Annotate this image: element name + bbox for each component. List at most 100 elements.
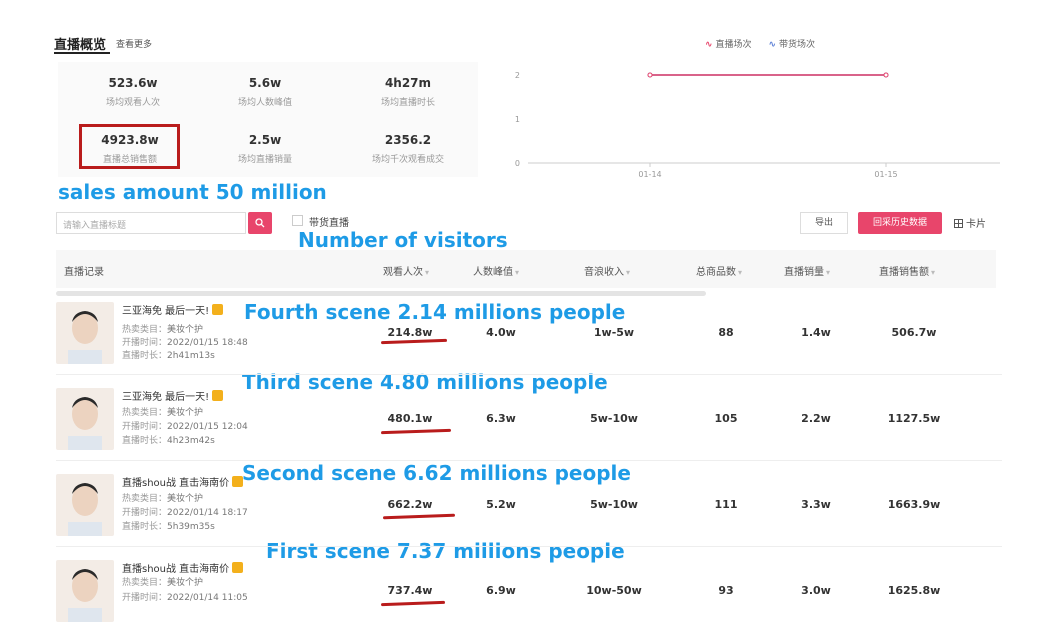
category-line: 热卖类目：美妆个护 [122, 325, 204, 335]
live-commerce-checkbox[interactable] [292, 215, 303, 226]
chart-x-ticks: 01-14 01-15 [638, 163, 898, 179]
x-tick-label: 01-15 [874, 170, 897, 179]
live-title[interactable]: 三亚海免 最后一天! [122, 388, 224, 403]
trend-chart: 0 1 2 01-14 01-15 [515, 71, 1000, 179]
cell-products: 88 [718, 326, 734, 339]
col-sales[interactable]: 直播销量 ▾ [784, 267, 831, 278]
export-button[interactable]: 导出 [800, 212, 848, 234]
live-title[interactable]: 直播shou战 直击海南价 [122, 560, 244, 575]
search-button[interactable] [248, 212, 272, 234]
stat-value: 5.6w [248, 76, 282, 90]
cell-views: 214.8w [387, 326, 433, 339]
x-tick-label: 01-14 [638, 170, 661, 179]
chart-y-ticks: 0 1 2 [515, 71, 520, 168]
table-row[interactable]: 直播shou战 直击海南价 热卖类目：美妆个护 开播时间：2022/01/14 … [56, 474, 1002, 544]
category-line: 热卖类目：美妆个护 [122, 408, 204, 418]
col-record: 直播记录 [64, 267, 104, 278]
stat-gpm: 2356.2 场均千次观看成交 [348, 133, 468, 165]
avatar [56, 388, 114, 450]
cell-views: 662.2w [387, 498, 433, 511]
live-title[interactable]: 直播shou战 直击海南价 [122, 474, 244, 489]
cell-peak: 6.3w [486, 412, 516, 425]
stat-value: 4h27m [384, 76, 432, 90]
col-products[interactable]: 总商品数 ▾ [696, 267, 743, 278]
avatar [56, 560, 114, 622]
stat-label: 场均人数峰值 [237, 98, 292, 108]
table-row[interactable]: 直播shou战 直击海南价 热卖类目：美妆个护 开播时间：2022/01/14 … [56, 560, 1002, 630]
stats-panel [58, 62, 478, 177]
stat-avg-duration: 4h27m 场均直播时长 [348, 76, 468, 108]
cell-revenue: 1663.9w [887, 498, 941, 511]
search-input[interactable]: 请输入直播标题 [56, 212, 246, 234]
y-tick-label: 2 [515, 71, 520, 80]
history-data-button[interactable]: 回采历史数据 [858, 212, 942, 234]
col-revenue[interactable]: 直播销售额 ▾ [879, 267, 936, 278]
legend-item[interactable]: ∿ 直播场次 [705, 37, 752, 50]
chart-series [647, 72, 889, 78]
legend-item[interactable]: ∿ 带货场次 [768, 37, 815, 50]
cell-sales: 2.2w [801, 412, 831, 425]
category-line: 热卖类目：美妆个护 [122, 494, 204, 504]
cell-revenue: 1127.5w [887, 412, 941, 425]
page-title: 直播概览 [54, 38, 107, 53]
table-row[interactable]: 三亚海免 最后一天! 热卖类目：美妆个护 开播时间：2022/01/15 12:… [56, 388, 1002, 458]
stat-label: 场均直播销量 [237, 155, 292, 165]
avatar [56, 302, 114, 364]
sort-icon: ▾ [425, 268, 430, 277]
cell-products: 105 [714, 412, 738, 425]
stat-value: 2356.2 [384, 133, 432, 147]
annotation-second: Second scene 6.62 millions people [242, 461, 631, 485]
cell-products: 111 [714, 498, 738, 511]
category-line: 热卖类目：美妆个护 [122, 578, 204, 588]
grid-icon [954, 219, 963, 228]
sort-icon: ▾ [738, 268, 743, 277]
sort-icon: ▾ [931, 268, 936, 277]
start-time-line: 开播时间：2022/01/15 12:04 [122, 422, 248, 432]
card-view-toggle[interactable]: 卡片 [954, 215, 986, 230]
col-income[interactable]: 音浪收入 ▾ [584, 267, 631, 278]
stat-value: 4923.8w [101, 133, 159, 147]
wave-icon: ∿ [768, 40, 776, 50]
cell-income: 5w-10w [590, 498, 638, 511]
annotation-first: First scene 7.37 millions people [266, 539, 625, 563]
stat-label: 场均观看人次 [105, 98, 160, 108]
legend-label: 带货场次 [778, 40, 815, 50]
live-title[interactable]: 三亚海免 最后一天! [122, 302, 224, 317]
cell-peak: 4.0w [486, 326, 516, 339]
cell-products: 93 [718, 584, 734, 597]
badge-icon [212, 390, 224, 401]
stat-avg-views: 523.6w 场均观看人次 [73, 76, 193, 108]
duration-line: 直播时长：4h23m42s [122, 436, 215, 446]
legend-label: 直播场次 [715, 40, 752, 50]
stat-avg-volume: 2.5w 场均直播销量 [205, 133, 325, 165]
badge-icon [212, 304, 224, 315]
col-views[interactable]: 观看人次 ▾ [383, 267, 430, 278]
data-point [883, 72, 889, 78]
sort-icon: ▾ [515, 268, 520, 277]
badge-icon [232, 476, 244, 487]
start-time-line: 开播时间：2022/01/14 18:17 [122, 508, 248, 518]
title-underline [54, 52, 110, 54]
wave-icon: ∿ [705, 40, 713, 50]
table-row[interactable]: 三亚海免 最后一天! 热卖类目：美妆个护 开播时间：2022/01/15 18:… [56, 302, 1002, 372]
search-icon [255, 218, 265, 228]
duration-line: 直播时长：2h41m13s [122, 351, 215, 361]
annotation-sales: sales amount 50 million [58, 180, 327, 204]
annotation-visitors: Number of visitors [298, 228, 508, 252]
stat-avg-peak: 5.6w 场均人数峰值 [205, 76, 325, 108]
col-peak[interactable]: 人数峰值 ▾ [473, 267, 520, 278]
cell-sales: 1.4w [801, 326, 831, 339]
cell-income: 10w-50w [586, 584, 642, 597]
cell-income: 1w-5w [593, 326, 635, 339]
checkbox-label: 带货直播 [309, 218, 349, 229]
row-divider [56, 460, 1002, 461]
stat-label: 直播总销售额 [102, 155, 157, 165]
stat-value: 523.6w [108, 76, 158, 90]
horizontal-scrollbar[interactable] [56, 291, 706, 296]
view-more-link[interactable]: 查看更多 [116, 40, 153, 50]
row-divider [56, 374, 1002, 375]
y-tick-label: 0 [515, 159, 520, 168]
stat-total-sales: 4923.8w 直播总销售额 [70, 133, 190, 165]
cell-peak: 5.2w [486, 498, 516, 511]
highlight-box [79, 124, 180, 169]
